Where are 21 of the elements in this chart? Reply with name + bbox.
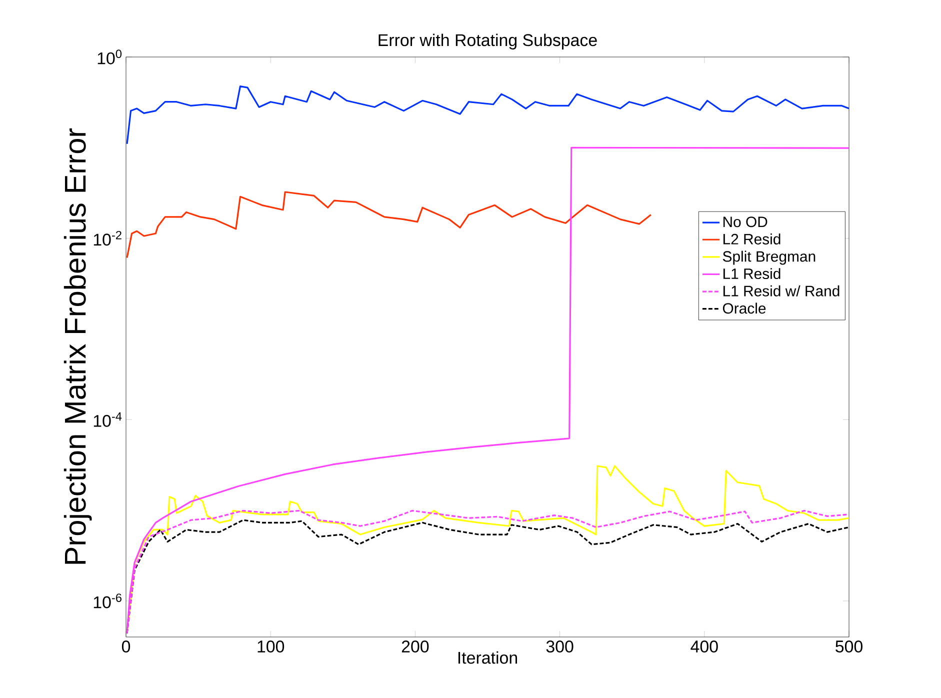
y-tick-label: 10$^{-6}$	[94, 594, 122, 608]
legend-label: Split Bregman	[722, 250, 816, 265]
x-axis-title: Iteration	[458, 651, 517, 664]
legend-label: L1 Resid	[723, 268, 780, 280]
legend-label: L2 Resid	[723, 233, 780, 244]
y-axis-title: Projection Matrix Frobenius Error	[64, 128, 92, 564]
legend-label: Oracle	[722, 302, 766, 314]
x-tick-label: 0	[122, 640, 130, 653]
x-tick-label: 400	[690, 640, 718, 653]
legend-label: L1 Resid w/ Rand	[723, 285, 840, 296]
y-tick-label: 10$^{-4}$	[94, 412, 122, 427]
x-tick-label: 300	[546, 640, 574, 653]
legend-label: No OD	[723, 216, 768, 228]
x-tick-label: 500	[836, 640, 862, 653]
y-tick-label: 10$^{-2}$	[94, 230, 122, 246]
x-tick-label: 100	[258, 640, 284, 653]
x-tick-label: 200	[402, 640, 429, 653]
line-series	[126, 86, 850, 145]
line-series	[126, 191, 652, 259]
chart-title: Error with Rotating Subspace	[378, 34, 597, 50]
y-tick-label: 10$^{0}$	[98, 50, 122, 64]
